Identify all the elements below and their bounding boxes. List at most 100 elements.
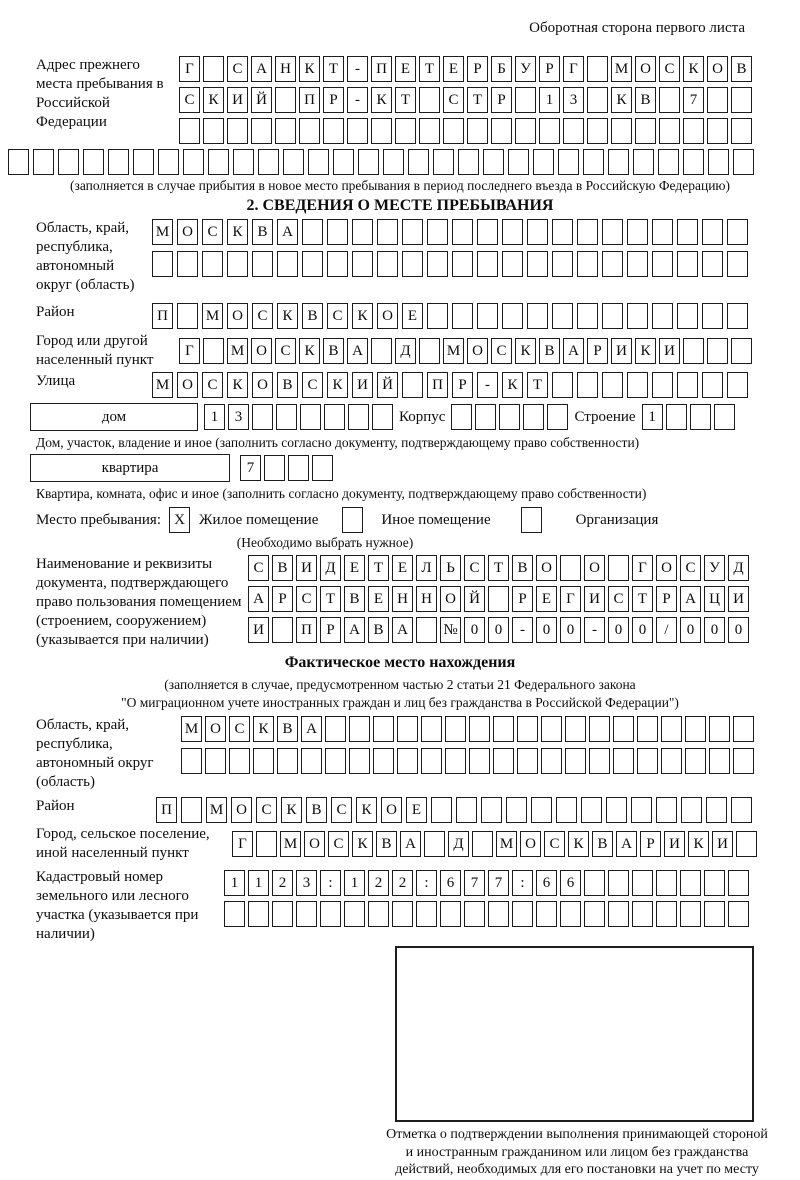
char-box[interactable] (475, 404, 497, 430)
char-box[interactable]: Н (416, 586, 437, 612)
char-box[interactable] (177, 303, 198, 329)
char-box[interactable]: 3 (228, 404, 249, 430)
char-box[interactable]: Д (728, 555, 749, 581)
char-box[interactable]: К (568, 831, 589, 857)
char-box[interactable] (395, 118, 416, 144)
char-box[interactable]: В (731, 56, 752, 82)
char-box[interactable] (301, 748, 322, 774)
char-box[interactable] (539, 118, 560, 144)
char-box[interactable] (323, 118, 344, 144)
char-box[interactable]: 2 (392, 870, 413, 896)
char-box[interactable] (108, 149, 129, 175)
char-box[interactable] (327, 219, 348, 245)
char-box[interactable] (708, 149, 729, 175)
char-box[interactable]: В (368, 617, 389, 643)
char-box[interactable]: И (296, 555, 317, 581)
char-box[interactable]: 6 (440, 870, 461, 896)
char-box[interactable] (452, 303, 473, 329)
char-box[interactable] (613, 748, 634, 774)
char-box[interactable]: Т (419, 56, 440, 82)
char-box[interactable] (587, 118, 608, 144)
char-box[interactable] (677, 372, 698, 398)
org-checkbox[interactable] (520, 507, 542, 533)
char-box[interactable] (611, 118, 632, 144)
char-box[interactable] (608, 870, 629, 896)
char-box[interactable]: К (688, 831, 709, 857)
char-box[interactable]: Д (395, 338, 416, 364)
char-box[interactable] (488, 586, 509, 612)
char-box[interactable] (547, 404, 569, 430)
char-box[interactable]: Г (232, 831, 253, 857)
char-box[interactable] (552, 372, 573, 398)
char-box[interactable]: В (592, 831, 613, 857)
char-box[interactable] (731, 87, 752, 113)
char-box[interactable] (517, 748, 538, 774)
char-box[interactable]: Т (323, 56, 344, 82)
char-box[interactable] (656, 797, 677, 823)
char-box[interactable]: А (301, 716, 322, 742)
char-box[interactable]: В (252, 219, 273, 245)
char-box[interactable] (558, 149, 579, 175)
char-box[interactable] (577, 219, 598, 245)
char-box[interactable]: 7 (683, 87, 704, 113)
char-box[interactable]: К (253, 716, 274, 742)
char-box[interactable] (637, 716, 658, 742)
char-box[interactable]: 0 (560, 617, 581, 643)
char-box[interactable] (728, 901, 749, 927)
char-box[interactable]: С (229, 716, 250, 742)
char-box[interactable]: О (251, 338, 272, 364)
char-box[interactable]: - (584, 617, 605, 643)
char-box[interactable]: 7 (240, 455, 261, 481)
char-box[interactable]: С (443, 87, 464, 113)
char-box[interactable] (477, 303, 498, 329)
char-box[interactable] (627, 372, 648, 398)
char-box[interactable] (488, 901, 509, 927)
char-box[interactable] (527, 303, 548, 329)
char-box[interactable] (183, 149, 204, 175)
char-box[interactable] (680, 901, 701, 927)
char-box[interactable]: А (400, 831, 421, 857)
char-box[interactable]: О (536, 555, 557, 581)
char-box[interactable]: О (584, 555, 605, 581)
char-box[interactable] (419, 87, 440, 113)
char-box[interactable] (248, 901, 269, 927)
char-box[interactable] (440, 901, 461, 927)
char-box[interactable] (707, 118, 728, 144)
char-box[interactable] (736, 831, 757, 857)
char-box[interactable] (8, 149, 29, 175)
char-box[interactable] (731, 338, 752, 364)
char-box[interactable] (402, 372, 423, 398)
char-box[interactable] (707, 87, 728, 113)
char-box[interactable] (371, 118, 392, 144)
char-box[interactable] (677, 251, 698, 277)
char-box[interactable]: И (227, 87, 248, 113)
char-box[interactable]: Б (491, 56, 512, 82)
char-box[interactable]: М (152, 219, 173, 245)
char-box[interactable]: О (635, 56, 656, 82)
char-box[interactable] (288, 455, 309, 481)
char-box[interactable] (552, 303, 573, 329)
char-box[interactable] (33, 149, 54, 175)
char-box[interactable]: О (381, 797, 402, 823)
char-box[interactable] (656, 870, 677, 896)
char-box[interactable]: 1 (248, 870, 269, 896)
char-box[interactable]: П (296, 617, 317, 643)
char-box[interactable]: 7 (488, 870, 509, 896)
char-box[interactable]: : (320, 870, 341, 896)
char-box[interactable] (252, 404, 273, 430)
char-box[interactable]: В (344, 586, 365, 612)
char-box[interactable]: 0 (488, 617, 509, 643)
char-box[interactable] (275, 118, 296, 144)
char-box[interactable] (733, 748, 754, 774)
char-box[interactable] (377, 219, 398, 245)
char-box[interactable]: Г (632, 555, 653, 581)
char-box[interactable] (58, 149, 79, 175)
char-box[interactable] (133, 149, 154, 175)
char-box[interactable]: 0 (608, 617, 629, 643)
char-box[interactable]: 0 (728, 617, 749, 643)
char-box[interactable] (233, 149, 254, 175)
char-box[interactable] (277, 251, 298, 277)
char-box[interactable]: П (427, 372, 448, 398)
char-box[interactable] (587, 56, 608, 82)
char-box[interactable] (445, 716, 466, 742)
